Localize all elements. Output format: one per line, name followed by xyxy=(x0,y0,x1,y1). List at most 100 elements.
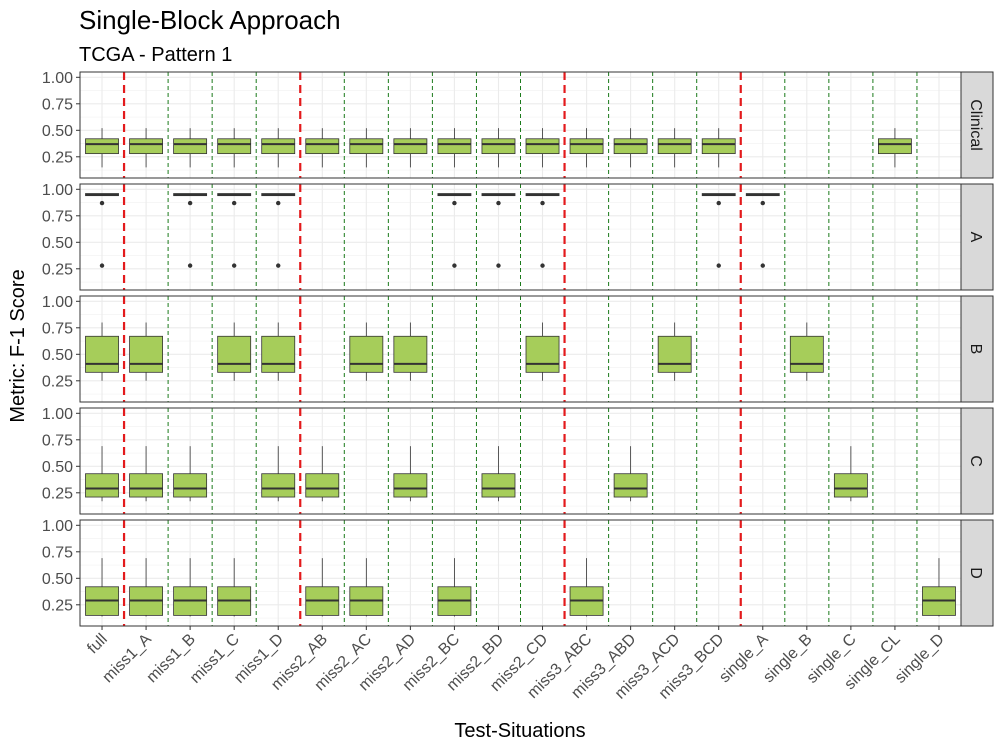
strip-label: D xyxy=(967,567,984,579)
box xyxy=(173,473,208,498)
outlier-point xyxy=(452,200,457,206)
box xyxy=(613,473,648,498)
y-tick-label: 0.50 xyxy=(42,123,73,140)
box xyxy=(261,335,296,373)
boxplot-single_A xyxy=(745,193,780,268)
y-tick-label: 0.25 xyxy=(42,373,73,390)
outlier-point xyxy=(99,200,105,206)
box xyxy=(217,138,252,155)
outlier-point xyxy=(452,263,457,268)
strip-background xyxy=(960,519,994,627)
boxplot-miss3_ABC xyxy=(569,128,604,168)
panel-c: 0.25 0.50 0.75 1.00 C xyxy=(42,406,994,515)
boxplot-miss1_B xyxy=(173,446,208,502)
boxplot-miss1_C xyxy=(217,193,252,268)
boxplot-miss3_ACD xyxy=(657,322,692,381)
boxplot-miss1_A xyxy=(129,128,163,168)
box xyxy=(85,473,119,498)
boxplot-full xyxy=(85,322,119,381)
boxplot-miss2_AB xyxy=(305,128,340,168)
boxplot-miss2_AB xyxy=(305,446,340,502)
outlier-point xyxy=(99,263,105,268)
box xyxy=(657,335,692,373)
outlier-point xyxy=(231,200,237,206)
chart-subtitle: TCGA - Pattern 1 xyxy=(79,44,232,66)
strip-background xyxy=(960,71,994,179)
boxplot-full xyxy=(85,446,119,502)
box xyxy=(217,335,252,373)
box xyxy=(789,335,824,373)
boxplot-miss2_AC xyxy=(349,558,384,617)
y-tick-label: 0.50 xyxy=(42,347,73,364)
y-axis-title: Metric: F-1 Score xyxy=(7,269,29,422)
panel-clinical: 0.25 0.50 0.75 1.00 Clinical xyxy=(42,70,994,179)
boxplot-miss2_AC xyxy=(349,128,384,168)
boxplot-full xyxy=(85,558,119,617)
box xyxy=(85,335,119,373)
outlier-point xyxy=(540,200,545,206)
y-tick-label: 1.00 xyxy=(42,182,73,199)
strip-label: A xyxy=(967,232,984,243)
strip-label: C xyxy=(967,455,984,467)
y-tick-label: 0.25 xyxy=(42,597,73,614)
y-tick-label: 0.75 xyxy=(42,320,73,337)
panel-b: 0.25 0.50 0.75 1.00 B xyxy=(42,294,994,403)
boxplot-miss1_D xyxy=(261,446,296,502)
boxplot-miss2_BC xyxy=(437,193,472,268)
boxplot-full xyxy=(85,193,119,268)
boxplot-single_D xyxy=(922,558,956,617)
boxplot-miss2_BD xyxy=(481,446,516,502)
box xyxy=(657,138,692,155)
boxplot-miss1_A xyxy=(129,558,163,617)
outlier-point xyxy=(187,200,193,206)
boxplot-single_CL xyxy=(878,128,912,168)
outlier-point xyxy=(760,200,765,206)
x-axis: fullmiss1_Amiss1_Bmiss1_Cmiss1_Dmiss2_AB… xyxy=(84,626,948,703)
boxplot-miss2_CD xyxy=(525,128,560,168)
box xyxy=(393,138,428,155)
outlier-point xyxy=(231,263,237,268)
y-tick-label: 0.50 xyxy=(42,571,73,588)
y-tick-label: 1.00 xyxy=(42,70,73,87)
boxplot-single_B xyxy=(789,322,824,381)
boxplot-miss1_D xyxy=(261,322,296,381)
boxplot-miss2_BD xyxy=(481,193,516,268)
boxplot-miss1_C xyxy=(217,322,252,381)
panels: 0.25 0.50 0.75 1.00 Clinical 0.25 0.50 0.75 1.00… xyxy=(42,70,994,627)
x-tick-label: full xyxy=(84,631,110,657)
boxplot-miss1_D xyxy=(261,193,296,268)
y-tick-label: 0.25 xyxy=(42,261,73,278)
strip-background xyxy=(960,295,994,403)
outlier-point xyxy=(276,200,281,206)
boxplot-miss2_AB xyxy=(305,558,340,617)
boxplot-miss2_AD xyxy=(393,322,428,381)
y-tick-label: 0.25 xyxy=(42,149,73,166)
outlier-point xyxy=(540,263,545,268)
boxplot-miss3_BCD xyxy=(701,128,736,168)
panel-a: 0.25 0.50 0.75 1.00 A xyxy=(42,182,994,291)
boxplot-miss2_AC xyxy=(349,322,384,381)
boxplot-miss1_A xyxy=(129,322,163,381)
boxplot-miss1_B xyxy=(173,558,208,617)
outlier-point xyxy=(760,263,765,268)
boxplot-miss2_CD xyxy=(525,193,560,268)
box xyxy=(525,138,560,155)
box xyxy=(393,335,428,373)
boxplot-miss2_BC xyxy=(437,128,472,168)
outlier-point xyxy=(276,263,281,268)
box xyxy=(481,473,516,498)
box xyxy=(305,138,340,155)
box xyxy=(261,473,296,498)
box xyxy=(569,138,604,155)
boxplot-miss1_C xyxy=(217,128,252,168)
box xyxy=(261,138,296,155)
boxplot-miss2_CD xyxy=(525,322,560,381)
outlier-point xyxy=(496,263,501,268)
y-tick-label: 0.75 xyxy=(42,96,73,113)
strip-label: B xyxy=(967,344,984,355)
outlier-point xyxy=(496,200,501,206)
box xyxy=(525,335,560,373)
box xyxy=(349,138,384,155)
x-axis-title: Test-Situations xyxy=(454,720,585,742)
